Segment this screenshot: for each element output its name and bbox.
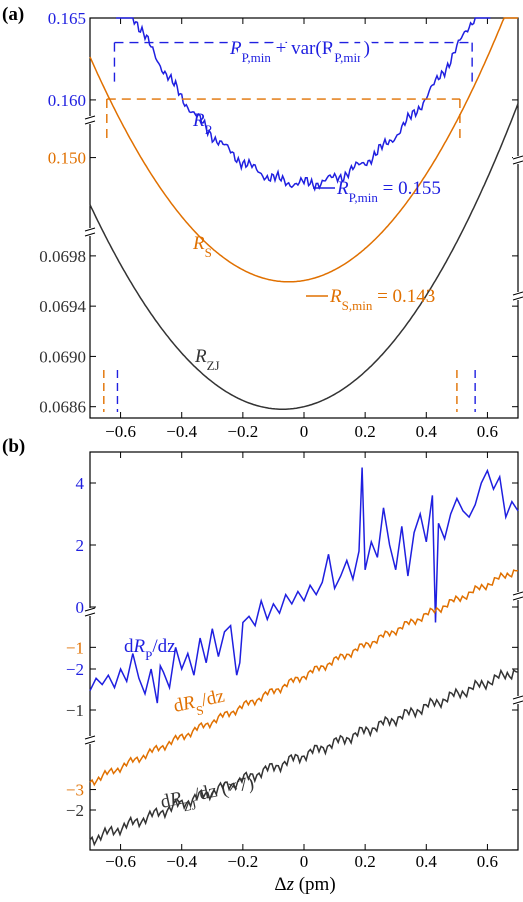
series-label-drs: dRS/dz [172, 686, 228, 723]
y-tick-label: 4 [76, 474, 85, 493]
x-tick-label: 0.4 [416, 852, 438, 871]
axis-break-mark [512, 695, 523, 700]
x-tick-label: 0 [300, 852, 309, 871]
x-tick-label: 0.6 [477, 422, 498, 441]
axis-break-mark [84, 120, 96, 125]
y-tick-label: 2 [76, 536, 85, 555]
axis-break-gap [85, 116, 95, 124]
x-tick-label: −0.4 [166, 852, 197, 871]
axis-break-mark [84, 735, 96, 740]
panel-a-annotations: RP,min + var(RP,min) RP,min = 0.155 RS,min… [103, 34, 476, 412]
panel-a: (a) −0.6 −0.4 −0.2 0 0.2 0.4 0.6 0.160 0.165 0.15… [2, 4, 523, 441]
axis-break-mark [84, 227, 96, 232]
x-tick-label: −0.4 [166, 422, 197, 441]
axis-break-gap [513, 156, 523, 164]
axis-break-mark [512, 291, 523, 296]
x-tick-label: −0.6 [105, 422, 136, 441]
series-line-rzj [89, 103, 519, 410]
axis-break-gap [513, 592, 523, 600]
axis-break-mark [84, 115, 96, 120]
axis-break-mark [512, 296, 523, 301]
series-label-rs: RS [192, 233, 212, 260]
series-label-drp: dRP/dz [124, 636, 176, 663]
series-label-drzj: dRZJ/dz (×7) [159, 773, 257, 819]
panel-label-a: (a) [2, 4, 24, 25]
y-tick-label: 0.0686 [39, 398, 86, 417]
axis-break-mark [84, 232, 96, 237]
panel-label-b: (b) [2, 436, 25, 457]
axis-break-mark [512, 591, 523, 596]
axis-break-mark [84, 612, 96, 617]
x-axis-label: Δz (pm) [274, 874, 335, 895]
y-tick-label: −1 [66, 638, 84, 657]
x-tick-label: 0.4 [416, 422, 438, 441]
axis-break-mark [512, 160, 523, 165]
axis-break-mark [84, 740, 96, 745]
axis-break-mark [512, 155, 523, 160]
y-tick-label: 0.0698 [39, 247, 86, 266]
axis-break-gap [85, 736, 95, 744]
panel-a-ticks: −0.6 −0.4 −0.2 0 0.2 0.4 0.6 0.160 0.165 0.150 0.0… [39, 9, 523, 441]
axis-break-gap [85, 228, 95, 236]
panel-b-series [89, 467, 519, 847]
y-tick-label: 0.0690 [39, 347, 86, 366]
x-tick-label: 0.2 [355, 852, 376, 871]
x-tick-label: −0.2 [227, 852, 258, 871]
series-label-rzj: RZJ [194, 346, 220, 373]
axis-break-gap [513, 292, 523, 300]
y-tick-label: 0.160 [48, 91, 86, 110]
panel-b: (b) −0.6 −0.4 −0.2 0 0.2 0.4 0.6−2024−3−1−2−1 … [2, 436, 523, 895]
panel-a-series [89, 17, 519, 410]
axis-break-mark [512, 596, 523, 601]
x-tick-label: −0.2 [227, 422, 258, 441]
series-line-drzj-dz [89, 668, 519, 847]
y-tick-label: −3 [66, 781, 84, 800]
y-tick-label: −1 [66, 701, 84, 720]
panel-b-annotations: dRP/dz dRS/dz dRZJ/dz (×7) [124, 636, 257, 819]
x-tick-label: −0.6 [105, 852, 136, 871]
axis-break-gap [85, 608, 95, 616]
axis-break-mark [512, 700, 523, 705]
x-tick-label: 0 [300, 422, 309, 441]
axis-break-mark [84, 607, 96, 612]
series-line-rs [89, 17, 518, 283]
x-tick-label: 0.2 [355, 422, 376, 441]
y-tick-label: 0.165 [48, 9, 86, 28]
x-tick-label: 0.6 [477, 852, 498, 871]
rs-min-annotation: RS,min = 0.143 [329, 286, 435, 313]
axis-break-gap [513, 696, 523, 704]
series-line-rp [116, 17, 491, 192]
y-tick-label: 0 [76, 598, 85, 617]
y-tick-label: −2 [66, 660, 84, 679]
series-line-drp-dz [89, 467, 519, 704]
rp-min-annotation: RP,min = 0.155 [336, 178, 441, 205]
series-line-drs-dz [89, 569, 519, 787]
y-tick-label: 0.150 [48, 149, 86, 168]
panel-a-frame [89, 17, 519, 419]
series-label-rp: RP [192, 110, 212, 137]
panel-b-ticks: −0.6 −0.4 −0.2 0 0.2 0.4 0.6 −2 0 2 4 −3 −1 −2 −1 [66, 452, 523, 871]
y-tick-label: −2 [66, 801, 84, 820]
y-tick-label: 0.0694 [39, 297, 86, 316]
rp-var-annotation: RP,min + var(RP,min) [229, 38, 370, 65]
